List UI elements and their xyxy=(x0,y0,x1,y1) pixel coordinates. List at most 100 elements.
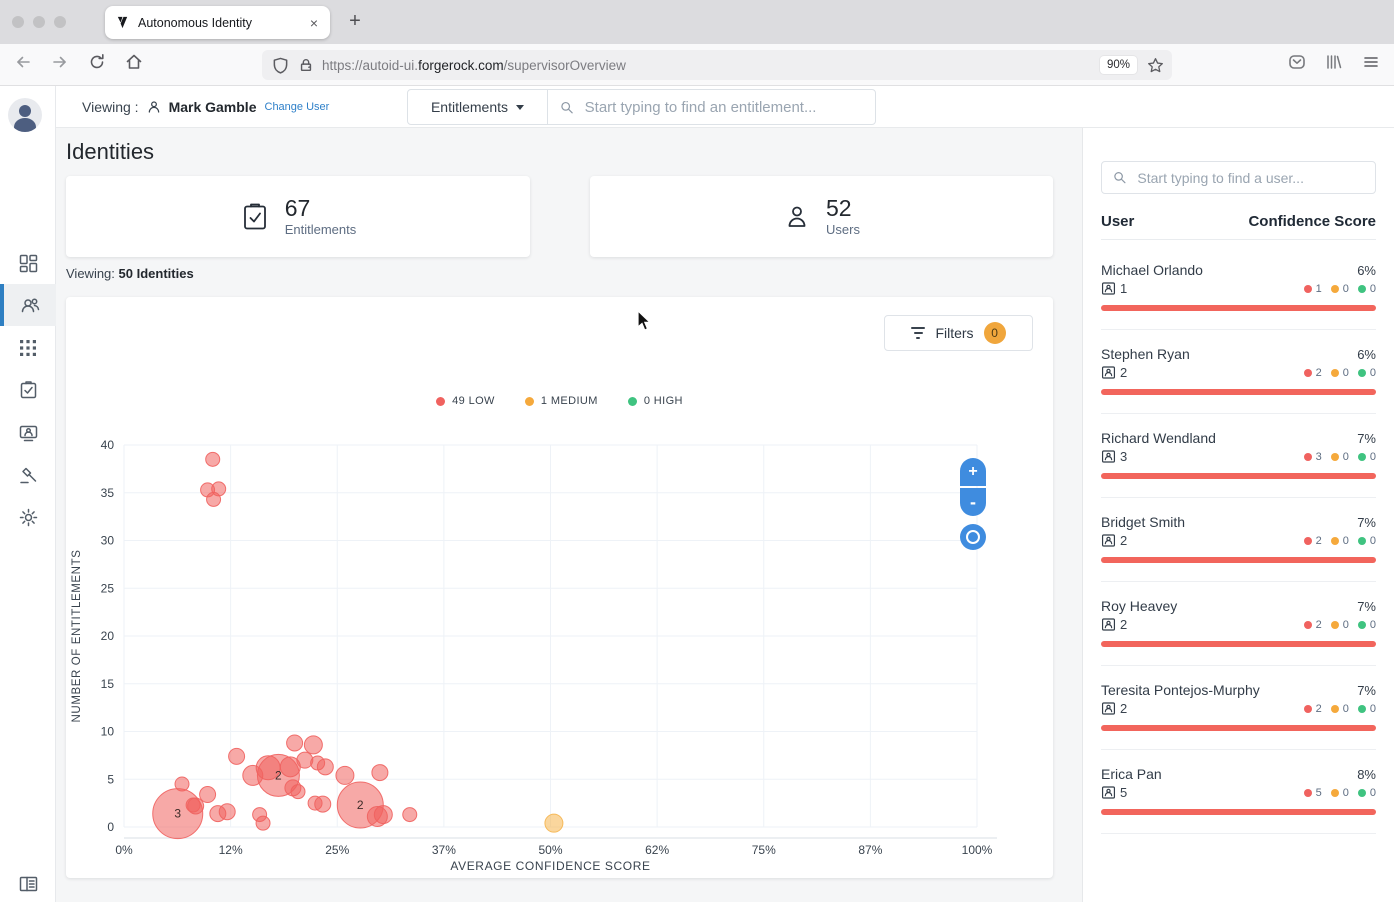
bubble[interactable] xyxy=(255,815,271,831)
browser-tab-strip: Autonomous Identity × + xyxy=(0,0,1394,44)
minimize-window-icon[interactable] xyxy=(33,16,45,28)
user-name: Roy Heavey xyxy=(1101,598,1178,614)
bubble[interactable] xyxy=(402,807,418,823)
user-name: Erica Pan xyxy=(1101,766,1162,782)
bubble[interactable] xyxy=(335,765,355,785)
entitlement-search[interactable] xyxy=(548,90,875,124)
change-user-link[interactable]: Change User xyxy=(264,101,330,113)
bubble[interactable] xyxy=(206,491,222,507)
bubble[interactable] xyxy=(373,805,393,825)
legend-dot-icon xyxy=(436,396,446,406)
bubble[interactable] xyxy=(290,784,306,800)
bubble[interactable] xyxy=(187,797,205,815)
close-window-icon[interactable] xyxy=(12,16,24,28)
confidence-score-column-header[interactable]: Confidence Score xyxy=(1248,213,1376,230)
sidebar-item-settings[interactable] xyxy=(0,496,56,538)
medium-count: 0 xyxy=(1342,534,1349,547)
sidebar-item-rules[interactable] xyxy=(0,454,56,496)
y-tick-label: 15 xyxy=(101,677,115,691)
filter-icon xyxy=(911,327,926,339)
zoom-reset-button[interactable] xyxy=(960,524,986,550)
sidebar-item-user-console[interactable] xyxy=(0,412,56,454)
user-confidence-dots: 1 0 0 xyxy=(1303,283,1376,295)
lock-icon[interactable] xyxy=(298,57,314,73)
high-count: 0 xyxy=(1369,366,1376,379)
bubble[interactable] xyxy=(316,758,334,776)
bubble[interactable] xyxy=(218,803,236,821)
entitlement-search-input[interactable] xyxy=(582,97,863,117)
user-search[interactable] xyxy=(1101,161,1376,194)
pocket-icon[interactable] xyxy=(1288,53,1306,71)
legend-item: 0 HIGH xyxy=(627,395,683,407)
shield-icon[interactable] xyxy=(272,57,289,74)
sidebar-item-applications[interactable] xyxy=(0,327,56,369)
bubble[interactable] xyxy=(303,735,323,755)
y-axis-label: NUMBER OF ENTITLEMENTS xyxy=(71,550,83,723)
low-dot-icon xyxy=(1303,368,1312,377)
bubble[interactable] xyxy=(228,747,246,765)
medium-dot-icon xyxy=(1330,788,1339,797)
entitlements-stat-card: 67 Entitlements xyxy=(66,176,530,257)
user-entitlement-count: 1 xyxy=(1120,281,1128,296)
url-bar[interactable]: https://autoid-ui.forgerock.com/supervis… xyxy=(262,50,1172,80)
avatar[interactable] xyxy=(8,98,42,132)
user-confidence-score: 6% xyxy=(1357,347,1376,362)
user-list-item[interactable]: Teresita Pontejos-Murphy 7% 2 2 0 0 xyxy=(1101,666,1376,750)
bubble[interactable] xyxy=(199,786,217,804)
user-list-item[interactable]: Stephen Ryan 6% 2 2 0 0 xyxy=(1101,330,1376,414)
user-search-input[interactable] xyxy=(1135,168,1364,187)
bubble[interactable] xyxy=(314,795,332,813)
low-dot-icon xyxy=(1303,536,1312,545)
zoom-out-button[interactable]: - xyxy=(960,488,986,516)
sidebar-item-dashboard[interactable] xyxy=(0,242,56,284)
chevron-down-icon xyxy=(516,104,525,110)
user-list-item[interactable]: Roy Heavey 7% 2 2 0 0 xyxy=(1101,582,1376,666)
bookmark-star-icon[interactable] xyxy=(1147,57,1164,74)
menu-hamburger-icon[interactable] xyxy=(1362,53,1380,71)
library-icon[interactable] xyxy=(1325,53,1343,71)
high-dot-icon xyxy=(1357,788,1366,797)
entity-type-dropdown-label: Entitlements xyxy=(430,99,509,115)
bubble[interactable] xyxy=(544,813,564,833)
home-icon[interactable] xyxy=(125,53,143,71)
maximize-window-icon[interactable] xyxy=(54,16,66,28)
new-tab-button[interactable]: + xyxy=(349,10,361,32)
entity-type-dropdown[interactable]: Entitlements xyxy=(408,90,548,124)
bubble[interactable] xyxy=(371,764,389,782)
close-tab-icon[interactable]: × xyxy=(309,14,318,31)
bubble[interactable] xyxy=(279,756,301,778)
zoom-in-button[interactable]: + xyxy=(960,458,986,486)
back-icon[interactable] xyxy=(14,53,32,71)
bubble[interactable] xyxy=(205,451,221,467)
x-tick-label: 50% xyxy=(538,843,562,857)
sidebar-item-entitlements[interactable] xyxy=(0,369,56,411)
user-list-item[interactable]: Erica Pan 8% 5 5 0 0 xyxy=(1101,750,1376,834)
user-entitlement-count: 5 xyxy=(1120,785,1128,800)
x-tick-label: 0% xyxy=(115,843,133,857)
user-list-item[interactable]: Richard Wendland 7% 3 3 0 0 xyxy=(1101,414,1376,498)
viewing-user-name: Mark Gamble xyxy=(168,99,257,115)
person-icon xyxy=(148,101,159,113)
sidebar-item-identities[interactable] xyxy=(0,284,56,326)
forward-icon[interactable] xyxy=(51,53,69,71)
bubble[interactable] xyxy=(286,734,304,752)
sidebar-collapse-toggle[interactable] xyxy=(0,866,56,902)
confidence-bar xyxy=(1101,809,1376,815)
low-count: 5 xyxy=(1315,786,1322,799)
circle-icon xyxy=(966,530,980,544)
high-count: 0 xyxy=(1369,702,1376,715)
y-tick-label: 25 xyxy=(101,581,115,595)
grid-dots-icon xyxy=(20,340,36,356)
user-column-header[interactable]: User xyxy=(1101,213,1135,230)
user-list-item[interactable]: Michael Orlando 6% 1 1 0 0 xyxy=(1101,246,1376,330)
reload-icon[interactable] xyxy=(88,53,106,71)
bubble-chart[interactable]: 40 35 30 25 20 15 10 5 00% 12% 25% 37% 50% 62% 75% 87% 1… xyxy=(66,437,1053,878)
page-zoom-badge[interactable]: 90% xyxy=(1099,56,1137,74)
y-tick-label: 10 xyxy=(101,725,115,739)
filters-button[interactable]: Filters 0 xyxy=(884,315,1033,351)
user-list-item[interactable]: Bridget Smith 7% 2 2 0 0 xyxy=(1101,498,1376,582)
id-badge-icon xyxy=(1101,786,1116,799)
low-dot-icon xyxy=(1303,452,1312,461)
medium-count: 0 xyxy=(1342,366,1349,379)
browser-tab[interactable]: Autonomous Identity × xyxy=(105,6,330,39)
